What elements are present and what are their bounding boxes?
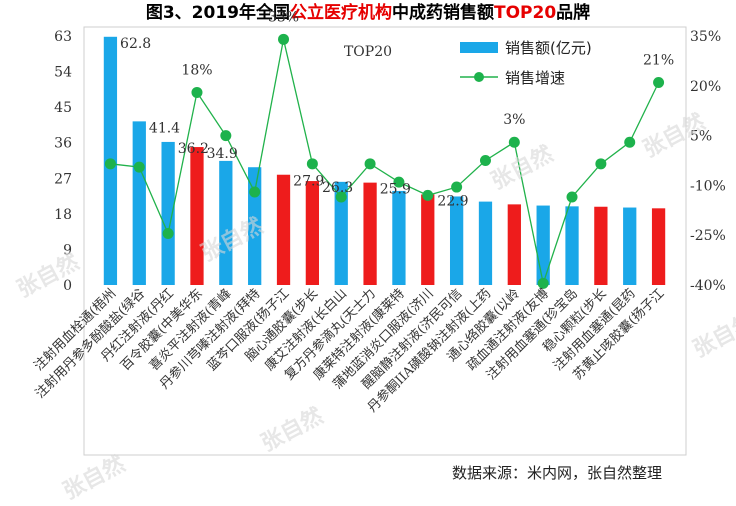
left-axis-tick: 18 <box>54 207 72 223</box>
growth-data-label: 18% <box>181 62 212 78</box>
growth-point <box>653 76 665 88</box>
data-source-note: 数据来源：米内网，张自然整理 <box>452 464 663 482</box>
right-axis-tick: -10% <box>690 178 726 194</box>
growth-point <box>335 191 347 203</box>
sales-bar <box>219 160 233 285</box>
left-axis-tick: 45 <box>54 100 72 116</box>
growth-point <box>624 136 636 148</box>
left-axis-tick: 0 <box>63 278 72 294</box>
sales-bar <box>248 167 262 285</box>
sales-bar <box>334 181 348 285</box>
left-axis-tick: 9 <box>63 242 72 258</box>
title-highlight-1: 公立医疗机构 <box>289 3 392 23</box>
chart-svg: 0 9 18 27 36 45 54 63 -40% -25% -10% 5% 20% 35% 62.8 4… <box>31 9 726 456</box>
sales-bar <box>161 141 175 285</box>
growth-data-label: 3% <box>503 112 525 128</box>
growth-point <box>508 136 520 148</box>
sales-bar <box>478 201 493 285</box>
right-axis-tick: -25% <box>690 228 726 244</box>
sales-bar <box>392 190 406 285</box>
bar-data-label: 27.9 <box>293 174 324 190</box>
bar-data-label: 34.9 <box>207 146 238 162</box>
sales-bar <box>507 204 521 285</box>
growth-point <box>595 158 607 170</box>
left-axis-tick: 63 <box>54 29 72 45</box>
legend-bar-label: 销售额(亿元) <box>505 39 592 57</box>
growth-point <box>278 33 290 45</box>
growth-point <box>537 277 549 289</box>
chart-title: 图3、2019年全国公立医疗机构中成药销售额TOP20品牌 <box>0 0 736 26</box>
legend-line-label: 销售增速 <box>505 69 565 87</box>
right-axis-tick: 35% <box>690 29 721 45</box>
legend: 销售额(亿元) 销售增速 <box>460 39 592 87</box>
left-axis-tick: 36 <box>54 136 72 152</box>
growth-data-label: 21% <box>643 52 674 68</box>
growth-point <box>364 158 376 170</box>
bar-data-label: 26.3 <box>322 180 353 196</box>
growth-point <box>133 161 145 173</box>
left-axis-tick: 27 <box>54 171 72 187</box>
sales-bar <box>565 206 579 285</box>
sales-bar <box>651 208 666 285</box>
sales-bar <box>190 147 204 285</box>
bar-data-label: 62.8 <box>120 36 151 52</box>
growth-point <box>220 130 232 142</box>
legend-bar-swatch <box>460 42 498 53</box>
right-axis-tick: 5% <box>690 129 712 145</box>
growth-point <box>191 86 203 98</box>
growth-point <box>422 189 434 201</box>
category-labels-group: 注射用血栓通(梧州注射用丹参多酚酸盐(绿谷丹红注射液(丹红百令胶囊(中美华东喜炎… <box>31 286 668 416</box>
sales-bar <box>623 207 637 285</box>
growth-data-label: 33% <box>268 9 299 25</box>
title-part-3: 中成药销售额 <box>391 3 494 23</box>
legend-line-marker <box>474 72 484 82</box>
growth-point <box>104 158 116 170</box>
bar-data-label: 41.4 <box>149 120 180 136</box>
title-part-1: 图3、2019年全国 <box>145 3 290 23</box>
growth-point <box>393 176 405 188</box>
growth-point <box>162 228 174 240</box>
category-label: 注射用丹参多酚酸盐(绿谷 <box>32 286 148 402</box>
sales-bar <box>421 194 435 285</box>
title-highlight-2: TOP20 <box>493 3 557 23</box>
growth-line-group <box>104 33 665 289</box>
right-axis-tick: 20% <box>690 79 721 95</box>
title-part-5: 品牌 <box>556 3 591 23</box>
bar-data-label: 22.9 <box>437 193 468 209</box>
bar-data-label: 36.2 <box>178 141 209 157</box>
growth-line <box>110 39 660 286</box>
growth-point <box>451 181 463 193</box>
growth-point <box>249 186 261 198</box>
sales-bar <box>536 205 550 285</box>
left-axis-tick: 54 <box>54 65 72 81</box>
growth-point <box>306 158 318 170</box>
axes-group: 0 9 18 27 36 45 54 63 -40% -25% -10% 5% 20% 35% <box>54 29 726 294</box>
growth-point <box>566 191 578 203</box>
sales-bar <box>363 182 377 285</box>
right-axis-tick: -40% <box>690 278 726 294</box>
chart-inner-label: TOP20 <box>344 44 392 60</box>
data-labels-group: 62.8 41.4 36.234.9 27.926.3 25.9 22.9 18% 33% 3%… <box>120 9 674 209</box>
sales-bar <box>305 181 320 285</box>
sales-bar <box>449 196 464 285</box>
bar-data-label: 25.9 <box>380 182 411 198</box>
sales-bar <box>132 121 146 285</box>
sales-bar <box>594 206 608 285</box>
growth-point <box>479 155 491 166</box>
plot-frame <box>83 26 687 456</box>
sales-bar <box>276 174 291 285</box>
